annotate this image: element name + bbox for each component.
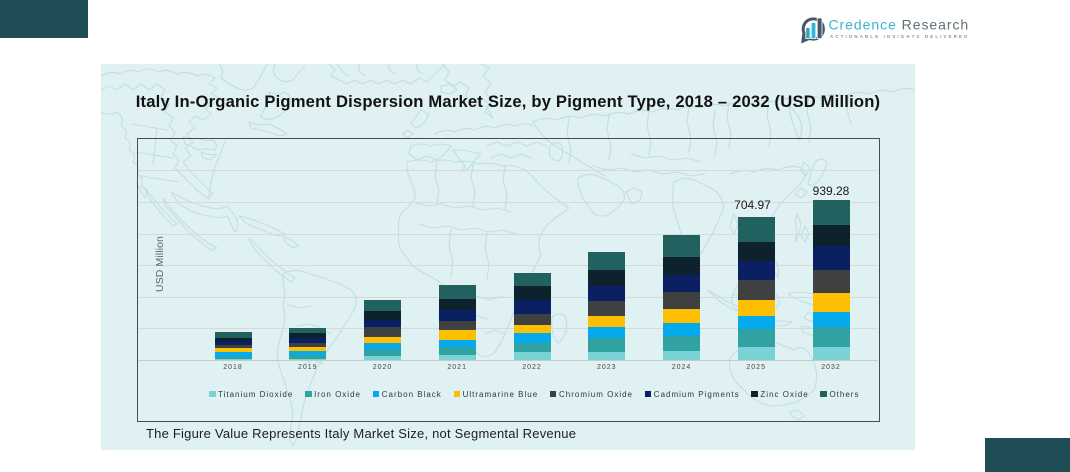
svg-text:Credence Research: Credence Research xyxy=(829,17,970,33)
svg-text:ACTIONABLE INSIGHTS DELIVERED: ACTIONABLE INSIGHTS DELIVERED xyxy=(830,34,969,39)
